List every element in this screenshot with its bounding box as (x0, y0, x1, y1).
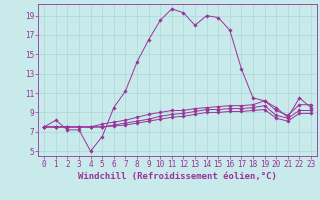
X-axis label: Windchill (Refroidissement éolien,°C): Windchill (Refroidissement éolien,°C) (78, 172, 277, 181)
